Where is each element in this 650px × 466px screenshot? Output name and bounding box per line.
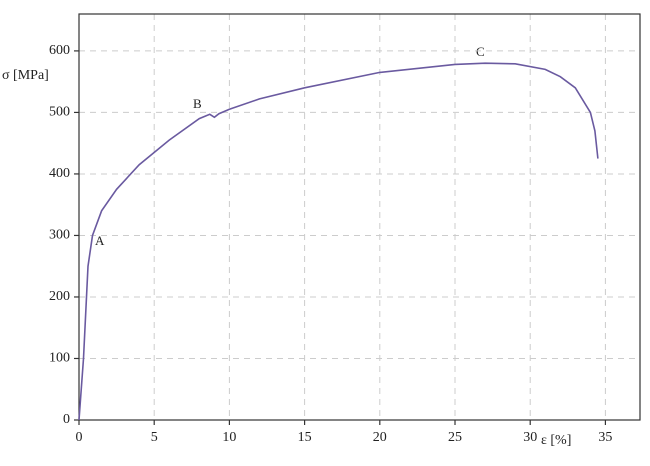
y-tick-label: 600 <box>49 43 70 58</box>
x-tick-label: 30 <box>523 430 537 445</box>
y-tick-label: 0 <box>63 412 70 427</box>
y-tick-label: 300 <box>49 228 70 243</box>
x-tick-label: 0 <box>76 430 83 445</box>
x-axis-label: ε [%] <box>541 433 571 448</box>
y-axis-label: σ [MPa] <box>2 68 49 83</box>
y-tick-label: 400 <box>49 166 70 181</box>
x-tick-label: 35 <box>598 430 612 445</box>
annotation: C <box>476 44 485 59</box>
x-tick-label: 20 <box>373 430 387 445</box>
plot-frame <box>78 13 641 421</box>
x-tick-label: 5 <box>151 430 158 445</box>
y-tick-label: 500 <box>49 105 70 120</box>
stress-strain-curve <box>78 62 599 421</box>
annotation: B <box>193 96 202 111</box>
annotation: A <box>95 233 105 248</box>
y-tick-label: 100 <box>49 351 70 366</box>
x-tick-label: 15 <box>298 430 312 445</box>
x-tick-label: 10 <box>222 430 236 445</box>
y-tick-label: 200 <box>49 289 70 304</box>
x-tick-label: 25 <box>448 430 462 445</box>
